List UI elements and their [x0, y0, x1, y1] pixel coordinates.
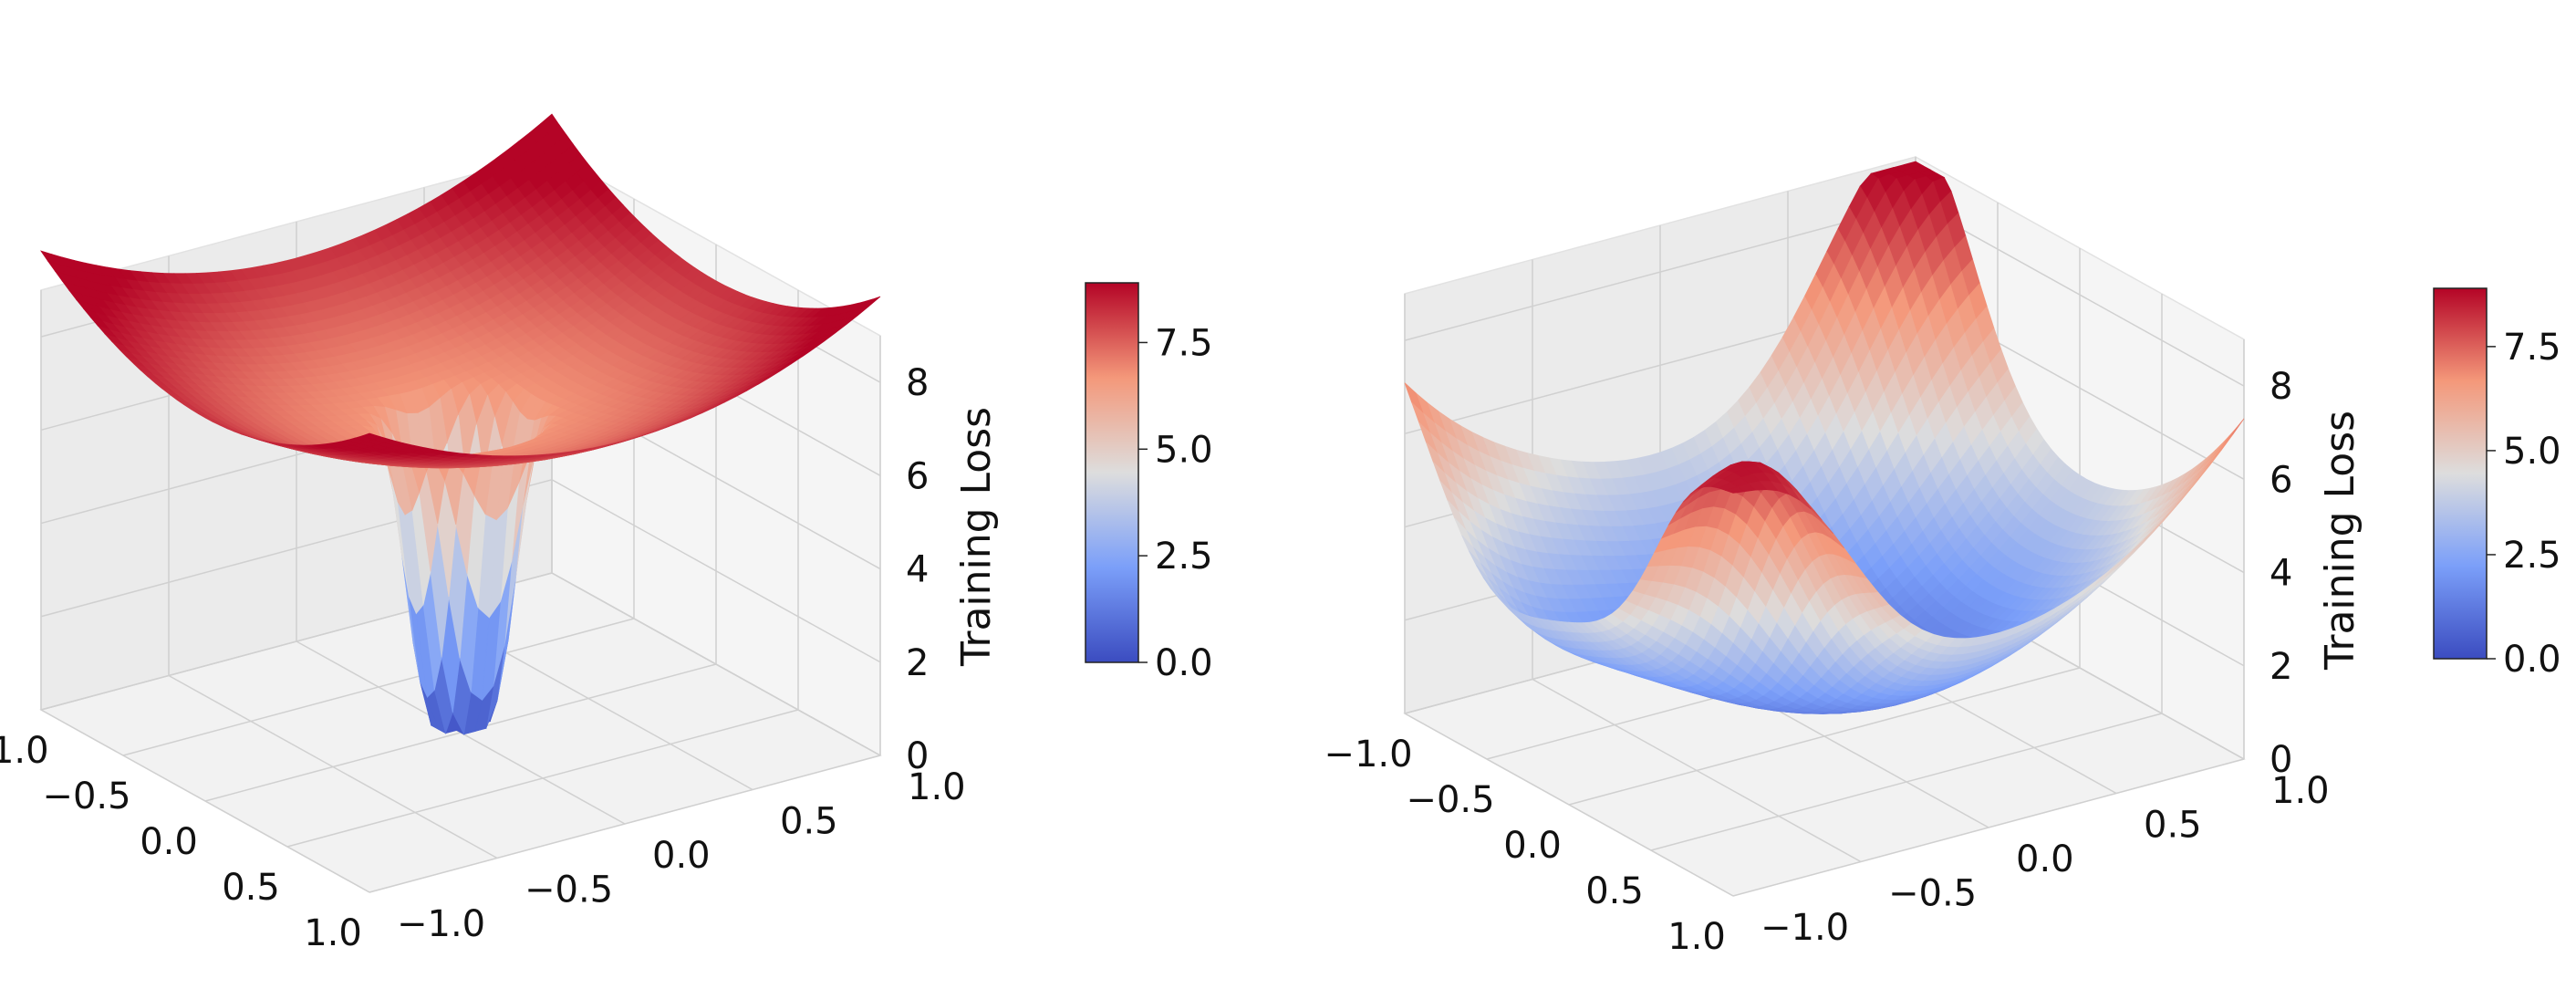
colorbar-gradient — [1085, 282, 1139, 663]
colorbar-tick-label: 5.0 — [1155, 429, 1213, 471]
colorbar-tick-label: 2.5 — [1155, 536, 1213, 578]
surface-plot-flat-minimum: −1.0 −0.5 0.0 0.5 1.0 −1.0 −0.5 0.0 0.5 … — [1324, 155, 2561, 958]
x-tick-label: −1.0 — [1324, 734, 1412, 776]
loss-surface — [40, 113, 881, 735]
colorbar-tick-label: 5.0 — [2503, 431, 2561, 473]
x-tick-label: 0.0 — [1503, 825, 1562, 867]
gridline — [40, 478, 881, 663]
y-tick-label: 1.0 — [908, 766, 966, 808]
z-tick-label: 6 — [2270, 459, 2292, 501]
z-tick-label: 8 — [906, 362, 929, 404]
colorbar-tick-label: 0.0 — [2503, 639, 2561, 681]
z-tick-label: 8 — [2270, 366, 2292, 408]
z-tick-label: 4 — [906, 549, 929, 591]
z-tick-label: 2 — [2270, 646, 2292, 688]
z-axis-label: Training Loss — [2317, 411, 2363, 671]
x-tick-label: 0.5 — [222, 867, 280, 909]
gridline — [40, 572, 881, 756]
colorbar: 0.0 2.5 5.0 7.5 — [1085, 282, 1213, 684]
surface-patch — [360, 432, 382, 440]
y-tick-label: −1.0 — [1761, 907, 1849, 949]
y-tick-label: −0.5 — [525, 869, 613, 911]
y-tick-label: −1.0 — [397, 903, 485, 945]
x-tick-label: −1.0 — [0, 730, 49, 772]
z-tick-label: 0 — [2270, 739, 2292, 781]
colorbar-gradient — [2433, 287, 2488, 660]
y-tick-label: −0.5 — [1888, 873, 1977, 915]
z-axis-ticks: 0 2 4 6 8 — [2270, 366, 2292, 781]
z-tick-label: 6 — [906, 455, 929, 497]
gridline — [369, 755, 881, 893]
x-tick-label: 1.0 — [1667, 916, 1726, 958]
colorbar: 0.0 2.5 5.0 7.5 — [2433, 287, 2561, 681]
y-axis-ticks: −1.0 −0.5 0.0 0.5 1.0 — [1761, 770, 2330, 949]
surface-plot-sharp-minimum: −1.0 −0.5 0.0 0.5 1.0 −1.0 −0.5 0.0 0.5 … — [0, 113, 1213, 954]
colorbar-tick-label: 7.5 — [1155, 322, 1213, 364]
loss-surface — [1404, 161, 2245, 714]
x-tick-label: 0.0 — [140, 821, 198, 863]
gridline — [1732, 758, 2245, 897]
y-tick-label: 1.0 — [2271, 770, 2330, 812]
x-tick-label: −0.5 — [42, 776, 130, 817]
y-axis-ticks: −1.0 −0.5 0.0 0.5 1.0 — [397, 766, 966, 945]
colorbar-tick-label: 7.5 — [2503, 327, 2561, 369]
y-tick-label: 0.0 — [2016, 838, 2074, 880]
z-axis-label: Training Loss — [953, 407, 1000, 667]
x-tick-label: 1.0 — [304, 912, 362, 954]
surface-patch — [1724, 486, 1746, 494]
x-axis-ticks: −1.0 −0.5 0.0 0.5 1.0 — [1324, 734, 1725, 958]
y-tick-label: 0.0 — [652, 835, 711, 877]
gridline — [1650, 713, 2163, 851]
y-tick-label: 0.5 — [780, 801, 838, 843]
colorbar-tick-label: 0.0 — [1155, 642, 1213, 684]
z-tick-label: 0 — [906, 735, 929, 777]
z-tick-label: 4 — [2270, 553, 2292, 595]
gridline — [286, 709, 799, 848]
y-tick-label: 0.5 — [2144, 805, 2202, 847]
z-tick-label: 2 — [906, 642, 929, 684]
x-tick-label: 0.5 — [1585, 870, 1644, 912]
x-axis-ticks: −1.0 −0.5 0.0 0.5 1.0 — [0, 730, 362, 954]
x-tick-label: −0.5 — [1406, 779, 1494, 821]
z-axis-ticks: 0 2 4 6 8 — [906, 362, 929, 777]
colorbar-tick-label: 2.5 — [2503, 535, 2561, 577]
